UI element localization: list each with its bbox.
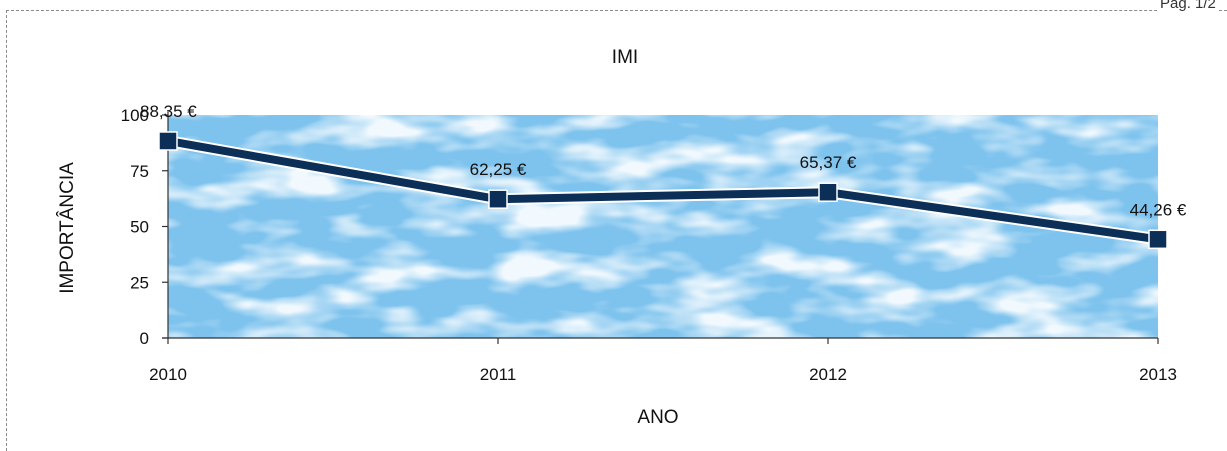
data-point [818,182,838,202]
data-point [1148,229,1168,250]
y-tick-label: 25 [130,273,149,292]
page-number: Pág. 1/2 [1158,0,1218,12]
y-tick-label: 50 [130,218,149,237]
x-tick-label: 2010 [149,365,187,384]
x-tick-label: 2013 [1139,365,1177,384]
y-axis-label: IMPORTÂNCIA [56,162,78,294]
data-point [488,189,508,209]
series-line [167,137,1159,244]
chart-title: IMI [612,47,638,68]
page-border [6,10,1227,451]
data-label: 44,26 € [1130,200,1187,219]
data-label: 62,25 € [470,160,527,179]
x-tick-label: 2011 [480,365,517,384]
y-tick-label: 0 [140,329,149,348]
x-tick-label: 2012 [809,365,847,384]
plot-texture [168,115,1158,338]
y-tick-label: 100 [121,106,149,125]
chart: IMI 0 25 50 75 100 2010 2011 2012 2013 88,35 € 62… [56,47,1187,428]
data-label: 65,37 € [800,153,857,172]
data-point [158,131,178,151]
data-label: 88,35 € [140,102,197,121]
x-axis-label: ANO [637,407,678,428]
y-tick-label: 75 [130,162,149,181]
